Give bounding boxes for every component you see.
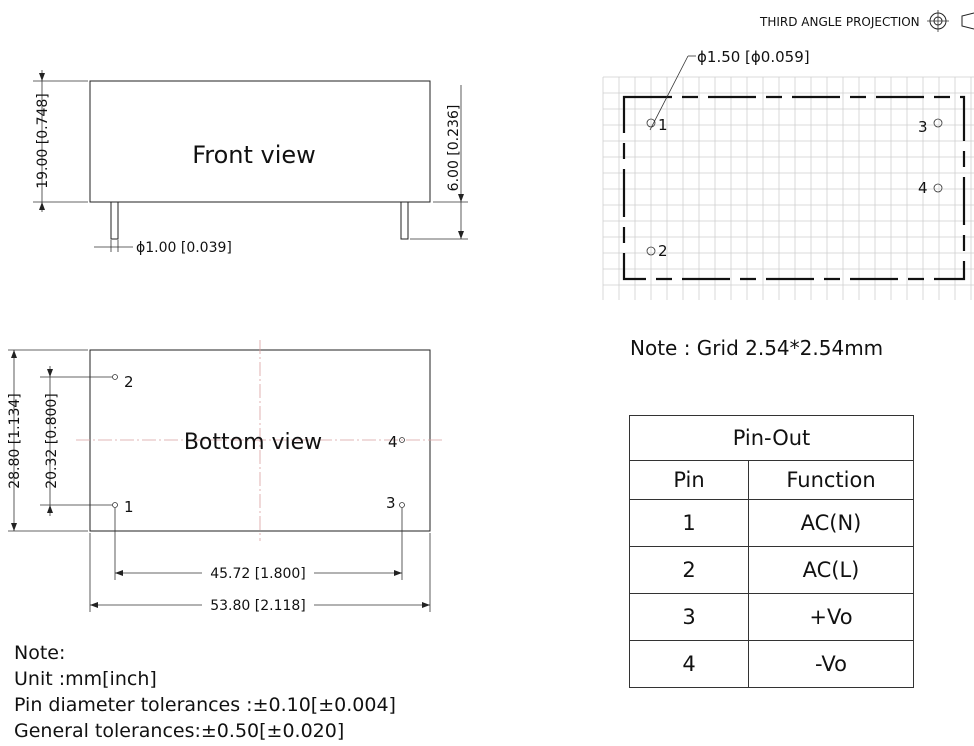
bottom-width-dim: 28.80 [1.134] — [7, 393, 23, 489]
pin-cell: 4 — [629, 640, 749, 688]
bottom-view: Bottom view 2 1 4 3 28.80 [1.134] 20.32 … — [7, 340, 444, 614]
pcb-hole-1 — [646, 118, 656, 128]
pcb-hole-4 — [933, 183, 943, 193]
bottom-pin-4 — [399, 437, 405, 443]
pcb-pin-label-1: 1 — [658, 116, 668, 134]
pin-cell: 3 — [629, 593, 749, 641]
front-view-title: Front view — [192, 141, 316, 169]
bottom-pin-span-h-dim: 45.72 [1.800] — [210, 566, 306, 582]
pcb-pin-label-3: 3 — [918, 118, 928, 136]
front-view: Front view 19.00 [0.748] 6.00 [0.236] ϕ1… — [33, 70, 468, 256]
pin-out-title: Pin-Out — [629, 415, 914, 461]
projection-label: THIRD ANGLE PROJECTION — [759, 15, 920, 29]
function-cell: AC(L) — [748, 546, 914, 594]
pcb-hole-2 — [646, 246, 656, 256]
pcb-layout: ϕ1.50 [ϕ0.059] 1 2 3 4 — [602, 48, 974, 300]
pcb-grid — [602, 76, 974, 300]
table-row: 1 AC(N) — [629, 499, 914, 547]
pin-out-table: Pin-Out Pin Function 1 AC(N) 2 AC(L) 3 +… — [629, 415, 914, 688]
note-unit: Unit :mm[inch] — [14, 668, 157, 690]
pcb-hole-dim: ϕ1.50 [ϕ0.059] — [697, 48, 810, 66]
table-row: 3 +Vo — [629, 593, 914, 641]
note-general-tolerance: General tolerances:±0.50[±0.020] — [14, 720, 345, 742]
bottom-pin-label-3: 3 — [386, 494, 396, 512]
bottom-pin-label-2: 2 — [124, 373, 134, 391]
function-cell: AC(N) — [748, 499, 914, 547]
projection-symbol-icon — [927, 10, 974, 32]
front-pin-right — [400, 201, 409, 240]
table-row: 4 -Vo — [629, 640, 914, 688]
table-row: 2 AC(L) — [629, 546, 914, 594]
pin-header: Pin — [629, 460, 749, 500]
pcb-pin-label-4: 4 — [918, 179, 928, 197]
pcb-pin-label-2: 2 — [658, 242, 668, 260]
pcb-hole-3 — [933, 118, 943, 128]
grid-note: Note : Grid 2.54*2.54mm — [630, 336, 884, 360]
bottom-pin-label-1: 1 — [124, 498, 134, 516]
bottom-pin-span-v-dim: 20.32 [0.800] — [44, 393, 60, 489]
pin-cell: 1 — [629, 499, 749, 547]
note-pin-tolerance: Pin diameter tolerances :±0.10[±0.004] — [14, 694, 396, 716]
front-pin-left — [110, 201, 119, 240]
bottom-pin-3 — [399, 502, 405, 508]
pin-cell: 2 — [629, 546, 749, 594]
notes-block: Note: Unit :mm[inch] Pin diameter tolera… — [14, 640, 396, 744]
function-cell: +Vo — [748, 593, 914, 641]
bottom-pin-label-4: 4 — [388, 433, 398, 451]
front-pin-length-dim: 6.00 [0.236] — [446, 105, 462, 192]
front-pin-diameter-dim: ϕ1.00 [0.039] — [136, 240, 232, 256]
bottom-pin-1 — [112, 502, 118, 508]
note-heading: Note: — [14, 642, 66, 664]
pcb-outline — [622, 95, 966, 281]
front-height-dim: 19.00 [0.748] — [35, 93, 51, 189]
function-cell: -Vo — [748, 640, 914, 688]
bottom-pin-2 — [112, 374, 118, 380]
bottom-view-title: Bottom view — [184, 430, 322, 455]
function-header: Function — [748, 460, 914, 500]
bottom-length-dim: 53.80 [2.118] — [210, 598, 306, 614]
front-view-body — [89, 80, 431, 203]
